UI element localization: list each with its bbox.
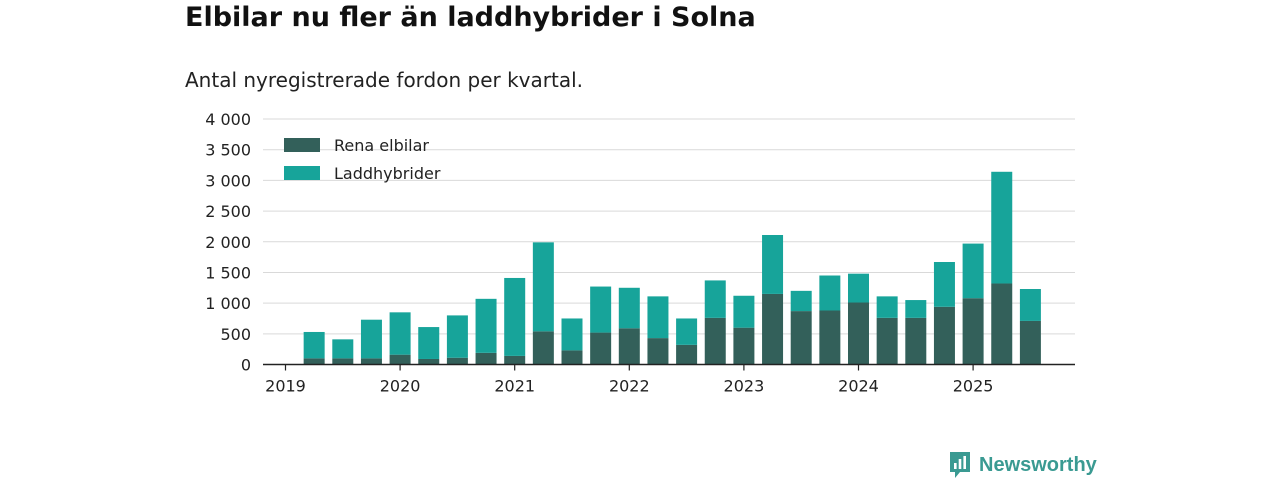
bar-laddhybrider bbox=[332, 339, 354, 359]
bar-rena-elbilar bbox=[446, 357, 468, 365]
legend-swatch-rena-elbilar bbox=[284, 138, 320, 152]
bar-rena-elbilar bbox=[475, 352, 497, 365]
bar-rena-elbilar bbox=[819, 310, 841, 365]
bar-rena-elbilar bbox=[762, 293, 784, 365]
bar-laddhybrider bbox=[733, 295, 755, 328]
bar-laddhybrider bbox=[590, 286, 612, 333]
y-tick-label: 1 000 bbox=[205, 294, 251, 313]
bar-laddhybrider bbox=[819, 275, 841, 311]
bar-laddhybrider bbox=[933, 262, 955, 307]
bar-laddhybrider bbox=[790, 290, 812, 312]
y-tick-label: 4 000 bbox=[205, 110, 251, 129]
bar-rena-elbilar bbox=[848, 302, 869, 365]
bar-rena-elbilar bbox=[561, 350, 583, 365]
bar-rena-elbilar bbox=[676, 344, 698, 365]
bar-laddhybrider bbox=[848, 273, 869, 303]
legend-label-laddhybrider: Laddhybrider bbox=[334, 164, 441, 183]
legend: Rena elbilar Laddhybrider bbox=[284, 136, 441, 183]
bar-rena-elbilar bbox=[962, 298, 984, 365]
x-tick-label: 2022 bbox=[609, 377, 650, 396]
bar-rena-elbilar bbox=[303, 358, 325, 365]
bar-laddhybrider bbox=[446, 315, 468, 358]
bar-rena-elbilar bbox=[332, 358, 354, 365]
bar-laddhybrider bbox=[475, 298, 497, 353]
bar-rena-elbilar bbox=[360, 358, 382, 365]
bar-laddhybrider bbox=[360, 319, 382, 359]
bar-laddhybrider bbox=[532, 242, 554, 332]
bar-rena-elbilar bbox=[618, 328, 640, 365]
bar-laddhybrider bbox=[676, 318, 698, 345]
y-tick-label: 3 500 bbox=[205, 141, 251, 160]
bar-laddhybrider bbox=[618, 287, 640, 329]
bar-laddhybrider bbox=[418, 327, 440, 359]
newsworthy-logo-icon bbox=[950, 452, 970, 478]
bar-rena-elbilar bbox=[905, 317, 927, 365]
x-tick-label: 2023 bbox=[724, 377, 765, 396]
legend-swatch-laddhybrider bbox=[284, 166, 320, 180]
x-tick-label: 2025 bbox=[953, 377, 994, 396]
bar-rena-elbilar bbox=[532, 331, 554, 365]
x-tick-label: 2024 bbox=[838, 377, 879, 396]
bar-rena-elbilar bbox=[933, 306, 955, 365]
y-axis-ticks: 0 500 1 000 1 500 2 000 2 500 3 000 3 500 4 000 bbox=[205, 110, 251, 375]
y-tick-label: 500 bbox=[220, 325, 251, 344]
bar-rena-elbilar bbox=[418, 358, 440, 365]
y-tick-label: 2 000 bbox=[205, 233, 251, 252]
y-tick-label: 0 bbox=[241, 356, 251, 375]
bar-rena-elbilar bbox=[991, 283, 1013, 365]
chart-subtitle: Antal nyregistrerade fordon per kvartal. bbox=[185, 68, 584, 92]
newsworthy-logo: Newsworthy bbox=[948, 450, 1097, 480]
gridlines bbox=[263, 118, 1075, 335]
bar-rena-elbilar bbox=[704, 317, 726, 365]
bar-laddhybrider bbox=[647, 296, 669, 339]
x-tick-label: 2021 bbox=[494, 377, 535, 396]
bar-rena-elbilar bbox=[790, 311, 812, 365]
bar-rena-elbilar bbox=[1019, 320, 1041, 365]
bar-laddhybrider bbox=[561, 318, 583, 351]
bar-laddhybrider bbox=[389, 312, 411, 355]
x-axis-ticks: 2019 2020 2021 2022 2023 2024 2025 bbox=[265, 364, 994, 396]
legend-label-rena-elbilar: Rena elbilar bbox=[334, 136, 429, 155]
bar-laddhybrider bbox=[905, 300, 927, 318]
bar-laddhybrider bbox=[303, 331, 325, 359]
bar-rena-elbilar bbox=[647, 338, 669, 365]
y-tick-label: 3 000 bbox=[205, 171, 251, 190]
bar-laddhybrider bbox=[504, 277, 526, 356]
bar-laddhybrider bbox=[704, 280, 726, 318]
bar-rena-elbilar bbox=[389, 354, 411, 365]
bar-rena-elbilar bbox=[876, 317, 898, 365]
bars bbox=[303, 171, 1041, 365]
bar-rena-elbilar bbox=[733, 327, 755, 365]
newsworthy-logo-text: Newsworthy bbox=[979, 453, 1097, 476]
bar-laddhybrider bbox=[1019, 289, 1041, 321]
bar-laddhybrider bbox=[876, 296, 898, 318]
bar-rena-elbilar bbox=[504, 355, 526, 365]
y-tick-label: 2 500 bbox=[205, 202, 251, 221]
chart-title: Elbilar nu fler än laddhybrider i Solna bbox=[185, 2, 756, 33]
bar-rena-elbilar bbox=[590, 332, 612, 365]
bar-laddhybrider bbox=[991, 171, 1013, 284]
bar-laddhybrider bbox=[962, 243, 984, 299]
y-tick-label: 1 500 bbox=[205, 263, 251, 282]
bar-laddhybrider bbox=[762, 235, 784, 294]
x-tick-label: 2020 bbox=[380, 377, 421, 396]
x-tick-label: 2019 bbox=[265, 377, 306, 396]
